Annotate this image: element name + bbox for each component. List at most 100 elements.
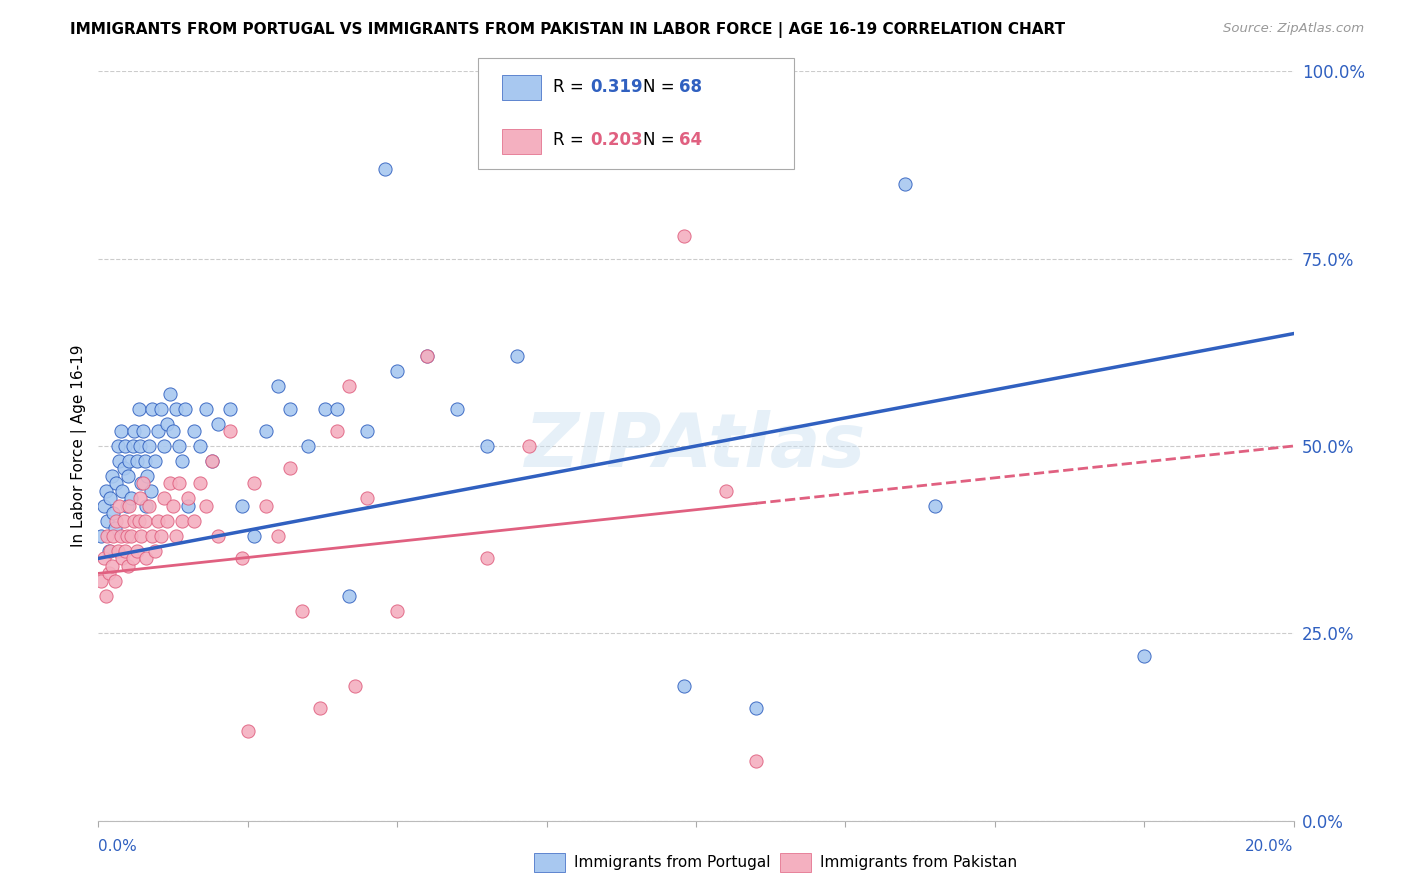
Point	[174, 401, 197, 416]
Point	[128, 401, 150, 416]
Point	[308, 701, 330, 715]
Point	[108, 499, 131, 513]
Point	[104, 521, 127, 535]
Point	[139, 483, 162, 498]
Text: 0.0%: 0.0%	[98, 839, 138, 855]
Point	[94, 483, 117, 498]
Text: 64: 64	[679, 131, 702, 149]
Point	[416, 349, 439, 363]
Point	[278, 401, 301, 416]
Text: Immigrants from Pakistan: Immigrants from Pakistan	[820, 855, 1017, 870]
Point	[315, 401, 337, 416]
Point	[110, 529, 132, 543]
Point	[120, 529, 142, 543]
Point	[120, 491, 142, 506]
Text: R =: R =	[553, 131, 589, 149]
Point	[96, 514, 118, 528]
Point	[98, 544, 121, 558]
Point	[924, 499, 946, 513]
Point	[143, 454, 166, 468]
Point	[111, 483, 134, 498]
Point	[162, 424, 184, 438]
Point	[172, 514, 194, 528]
Point	[117, 469, 139, 483]
Point	[107, 439, 129, 453]
Point	[90, 529, 112, 543]
Point	[141, 529, 163, 543]
Point	[167, 476, 190, 491]
Point	[177, 499, 200, 513]
Point	[356, 424, 378, 438]
Point	[127, 544, 149, 558]
Point	[159, 476, 181, 491]
Point	[207, 417, 229, 431]
Point	[129, 491, 152, 506]
Point	[150, 401, 173, 416]
Point	[153, 491, 176, 506]
Point	[105, 514, 128, 528]
Point	[344, 679, 367, 693]
Point	[231, 551, 253, 566]
Point	[673, 229, 696, 244]
Point	[118, 454, 141, 468]
Point	[115, 499, 138, 513]
Text: Immigrants from Portugal: Immigrants from Portugal	[574, 855, 770, 870]
Point	[153, 439, 176, 453]
Point	[135, 551, 157, 566]
Point	[138, 439, 160, 453]
Point	[745, 754, 768, 768]
Point	[103, 529, 125, 543]
Point	[107, 544, 129, 558]
Point	[117, 558, 139, 573]
Point	[148, 514, 170, 528]
Point	[132, 476, 155, 491]
Point	[114, 439, 136, 453]
Point	[254, 424, 277, 438]
Point	[162, 499, 184, 513]
Point	[183, 424, 205, 438]
Point	[326, 424, 349, 438]
Point	[219, 424, 242, 438]
Point	[98, 566, 121, 581]
Point	[291, 604, 314, 618]
Point	[93, 551, 115, 566]
Point	[131, 476, 153, 491]
Point	[134, 454, 156, 468]
Point	[112, 514, 135, 528]
Point	[1133, 648, 1156, 663]
Y-axis label: In Labor Force | Age 16-19: In Labor Force | Age 16-19	[72, 344, 87, 548]
Point	[131, 529, 153, 543]
Text: N =: N =	[643, 131, 679, 149]
Point	[115, 529, 138, 543]
Text: 0.203: 0.203	[591, 131, 643, 149]
Point	[156, 514, 179, 528]
Point	[150, 529, 173, 543]
Text: 20.0%: 20.0%	[1246, 839, 1294, 855]
Point	[673, 679, 696, 693]
Point	[385, 604, 409, 618]
Point	[183, 514, 205, 528]
Point	[94, 589, 117, 603]
Text: Source: ZipAtlas.com: Source: ZipAtlas.com	[1223, 22, 1364, 36]
Point	[122, 439, 145, 453]
Point	[124, 514, 146, 528]
Point	[112, 461, 135, 475]
Point	[385, 364, 409, 378]
Point	[339, 589, 361, 603]
Text: ZIPAtlas: ZIPAtlas	[526, 409, 866, 483]
Point	[201, 454, 224, 468]
Point	[128, 514, 150, 528]
Point	[475, 551, 498, 566]
Point	[141, 401, 163, 416]
Point	[114, 544, 136, 558]
Point	[90, 574, 112, 588]
Point	[122, 551, 145, 566]
Point	[356, 491, 378, 506]
Point	[172, 454, 194, 468]
Point	[110, 424, 132, 438]
Point	[745, 701, 768, 715]
Point	[156, 417, 179, 431]
Text: N =: N =	[643, 78, 679, 95]
Point	[339, 379, 361, 393]
Point	[129, 439, 152, 453]
